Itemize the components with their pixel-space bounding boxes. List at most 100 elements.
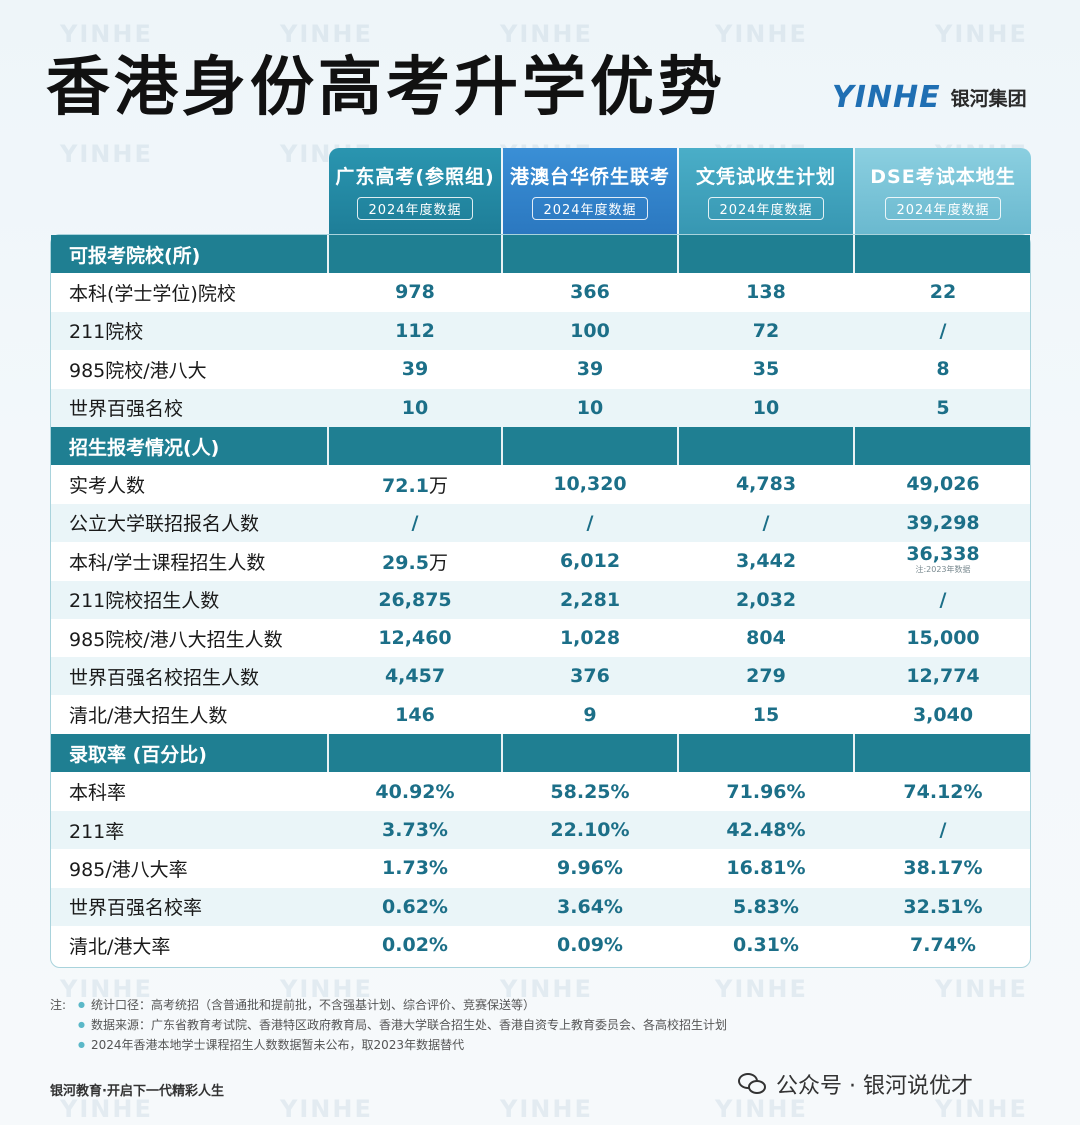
cell-value: 38.17%: [903, 857, 983, 880]
section-title: 可报考院校(所): [69, 244, 201, 267]
row-label: 清北/港大招生人数: [69, 705, 228, 728]
row-label: 211院校: [69, 321, 144, 344]
row-label: 985/港八大率: [69, 858, 188, 881]
cell-value: 36,338: [906, 542, 980, 565]
footer-slogan: 银河教育·开启下一代精彩人生: [50, 1084, 224, 1099]
table-cell: /: [329, 512, 501, 534]
table-cell: 10: [503, 397, 677, 419]
watermark-text: YINHE: [715, 975, 808, 1003]
cell-value: 279: [746, 665, 786, 688]
table-row: 公立大学联招报名人数 / / / 39,298: [51, 503, 1031, 542]
cell-value: 32.51%: [903, 895, 983, 918]
page-title: 香港身份高考升学优势: [46, 51, 726, 125]
row-label: 985院校/港八大: [69, 359, 207, 382]
table-cell: 49,026: [855, 473, 1031, 495]
table-cell: 58.25%: [503, 781, 677, 803]
column-header-dse-local: DSE考试本地生 2024年度数据: [855, 148, 1031, 234]
cell-value: 15: [752, 703, 780, 726]
table-cell: 12,460: [329, 627, 501, 649]
table-cell: 9: [503, 704, 677, 726]
row-label: 985院校/港八大招生人数: [69, 628, 283, 651]
row-label: 世界百强名校招生人数: [69, 666, 260, 689]
cell-value: 6,012: [559, 550, 621, 573]
table-cell: 12,774: [855, 665, 1031, 687]
table-cell: 9.96%: [503, 857, 677, 879]
table-cell: 0.02%: [329, 934, 501, 956]
table-cell: 38.17%: [855, 857, 1031, 879]
column-name: 广东高考(参照组): [335, 166, 495, 188]
table-cell: 32.51%: [855, 896, 1031, 918]
table-row: 985院校/港八大 39 39 35 8: [51, 350, 1030, 388]
table-cell: 2,032: [679, 589, 853, 611]
table-cell: 7.74%: [855, 934, 1031, 956]
table-cell: 279: [679, 665, 853, 687]
table-cell: 3,442: [679, 550, 853, 572]
section-divider: [853, 235, 855, 273]
row-label: 世界百强名校率: [69, 897, 203, 920]
watermark-text: YINHE: [280, 1095, 373, 1123]
table-row: 985院校/港八大招生人数 12,460 1,028 804 15,000: [51, 619, 1030, 657]
table-cell: 804: [679, 627, 853, 649]
table-cell: 71.96%: [679, 781, 853, 803]
cell-value: 3.64%: [557, 895, 623, 918]
cell-value: 15,000: [906, 627, 980, 649]
section-divider: [327, 427, 329, 465]
table-row: 世界百强名校率 0.62% 3.64% 5.83% 32.51%: [51, 887, 1031, 926]
table-cell: 35: [679, 358, 853, 380]
section-divider: [853, 734, 855, 773]
cell-value: 1.73%: [382, 857, 448, 880]
table-cell: 376: [503, 665, 677, 687]
table-cell: 10,320: [503, 473, 677, 495]
cell-value: 4,783: [735, 473, 797, 496]
brand-logo: YINHE 银河集团: [832, 80, 1027, 115]
wechat-account-label: 公众号 · 银河说优才: [776, 1074, 973, 1099]
table-cell: 112: [329, 320, 501, 342]
table-row: 世界百强名校招生人数 4,457 376 279 12,774: [51, 657, 1031, 696]
table-cell: 72.1万: [329, 471, 501, 498]
section-title: 招生报考情况(人): [69, 436, 220, 459]
section-header: 招生报考情况(人): [51, 427, 1030, 465]
table-cell: 29.5万: [329, 548, 501, 575]
cell-value: 0.62%: [382, 895, 448, 918]
cell-value: 22.10%: [550, 819, 630, 841]
cell-value: 35: [752, 358, 780, 381]
cell-value: /: [411, 511, 419, 534]
section-divider: [501, 734, 503, 773]
cell-value: 9: [583, 703, 597, 726]
wechat-account[interactable]: 公众号 · 银河说优才: [738, 1068, 973, 1100]
table-cell: 39: [329, 358, 501, 380]
cell-value: 71.96%: [726, 780, 806, 803]
cell-value: 72.1: [382, 474, 429, 497]
table-row: 211率 3.73% 22.10% 42.48% /: [51, 811, 1030, 849]
table-cell: 5.83%: [679, 896, 853, 918]
watermark-text: YINHE: [935, 20, 1028, 48]
column-name: DSE考试本地生: [870, 166, 1016, 188]
table-cell: 15: [679, 704, 853, 726]
cell-value: 0.09%: [557, 934, 623, 957]
table-cell: /: [503, 512, 677, 534]
table-cell: 0.09%: [503, 934, 677, 956]
table-cell: 10: [679, 397, 853, 419]
note-item: 数据来源：广东省教育考试院、香港特区政府教育局、香港大学联合招生处、香港自资专上…: [78, 1015, 727, 1035]
cell-value: 49,026: [906, 473, 980, 496]
cell-unit: 万: [428, 551, 448, 574]
watermark-text: YINHE: [715, 20, 808, 48]
table-cell: 40.92%: [329, 781, 501, 803]
cell-value: /: [939, 319, 947, 342]
table-cell: 0.62%: [329, 896, 501, 918]
cell-value: 8: [936, 358, 950, 381]
section-divider: [501, 427, 503, 465]
logo-mark: YINHE: [832, 80, 941, 115]
cell-value: 100: [570, 319, 610, 342]
table-cell: 39,298: [855, 512, 1031, 534]
table-cell: 4,783: [679, 473, 853, 495]
cell-value: /: [762, 511, 770, 534]
cell-value: 10: [401, 396, 429, 419]
table-cell: /: [855, 589, 1031, 611]
cell-value: 4,457: [384, 665, 446, 688]
section-divider: [327, 734, 329, 773]
table-row: 清北/港大招生人数 146 9 15 3,040: [51, 696, 1030, 734]
row-label: 公立大学联招报名人数: [69, 513, 260, 536]
cell-value: 39: [576, 358, 604, 381]
watermark-text: YINHE: [500, 1095, 593, 1123]
